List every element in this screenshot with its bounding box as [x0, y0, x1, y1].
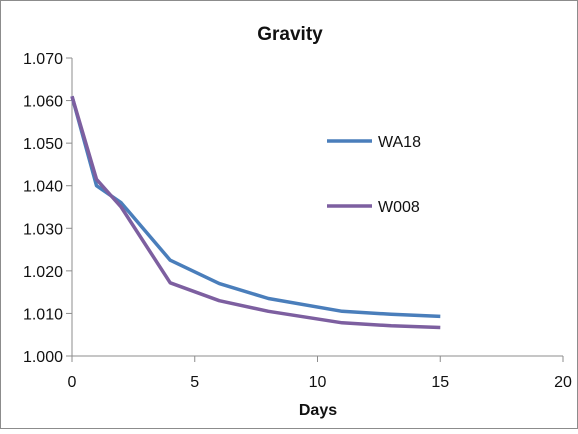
x-tick-label: 5	[190, 374, 199, 391]
series-line-w008	[70, 95, 441, 330]
y-tick-label: 1.010	[23, 306, 63, 323]
y-tick-label: 1.000	[23, 349, 63, 366]
chart-title: Gravity	[257, 24, 323, 45]
x-axis-ticks: 0 5 10 15 20	[68, 356, 572, 391]
y-tick-label: 1.070	[23, 51, 63, 68]
x-axis-title: Days	[299, 402, 337, 419]
y-tick-label: 1.020	[23, 264, 63, 281]
legend-label: WA18	[378, 134, 421, 151]
x-tick-label: 15	[431, 374, 449, 391]
y-tick-label: 1.040	[23, 179, 63, 196]
x-tick-label: 20	[554, 374, 572, 391]
legend-label: W008	[378, 199, 420, 216]
series-lines	[70, 95, 441, 330]
y-tick-label: 1.060	[23, 94, 63, 111]
y-axis-ticks: 1.000 1.010 1.020 1.030 1.040 1.050 1.060 1.070	[23, 51, 72, 366]
x-tick-label: 0	[68, 374, 77, 391]
series-line-wa18	[70, 95, 441, 319]
y-tick-label: 1.030	[23, 221, 63, 238]
legend: WA18 W008	[327, 134, 421, 216]
x-tick-label: 10	[309, 374, 327, 391]
y-tick-label: 1.050	[23, 136, 63, 153]
